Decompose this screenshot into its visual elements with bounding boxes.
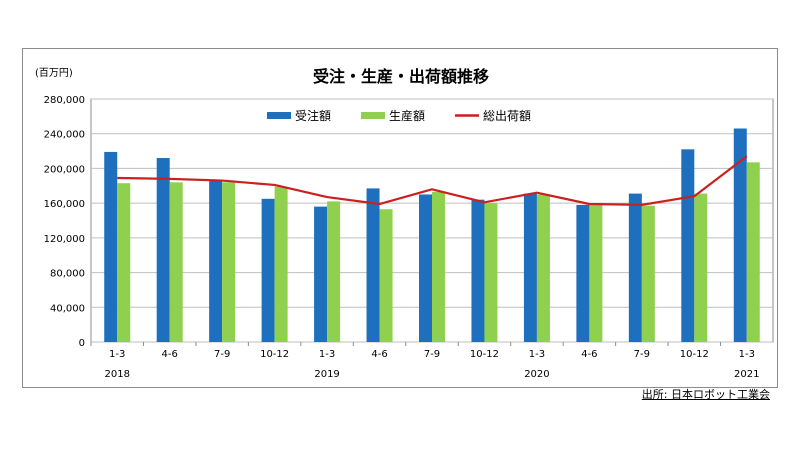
total-shipment-line xyxy=(117,155,748,206)
legend-label: 生産額 xyxy=(389,108,425,123)
y-tick-label: 120,000 xyxy=(44,234,85,245)
chart: 受注・生産・出荷額推移 (百万円) 0 40,000 80,000 120,000 16… xyxy=(35,67,774,380)
y-tick-label: 160,000 xyxy=(44,199,85,210)
x-axis-ticks: 1-3 4-6 7-9 10-12 1-3 4-6 7-9 10-12 1-3 4-6 7-9 10-… xyxy=(90,342,755,360)
order-bar xyxy=(156,158,170,342)
x-tick-label: 1-3 xyxy=(319,349,335,360)
production-bar xyxy=(379,209,393,342)
production-bar xyxy=(746,162,760,342)
production-bar xyxy=(117,183,131,342)
order-bar xyxy=(471,199,485,342)
year-label: 2021 xyxy=(734,369,759,380)
x-tick-label: 7-9 xyxy=(424,349,440,360)
total-shipment-polyline xyxy=(117,155,748,206)
x-tick-label: 10-12 xyxy=(470,349,499,360)
year-label: 2018 xyxy=(105,369,130,380)
production-bar xyxy=(484,203,498,342)
order-bar xyxy=(419,194,432,342)
year-label: 2020 xyxy=(524,369,549,380)
order-bar xyxy=(209,179,223,342)
production-bar xyxy=(641,205,655,342)
x-tick-label: 4-6 xyxy=(581,349,597,360)
order-bar xyxy=(733,128,747,342)
production-bar xyxy=(694,193,708,342)
y-tick-label: 240,000 xyxy=(44,130,85,141)
order-bar xyxy=(314,206,328,342)
x-tick-label: 10-12 xyxy=(680,349,709,360)
bars xyxy=(104,128,760,342)
x-tick-label: 1-3 xyxy=(739,349,755,360)
order-bar xyxy=(681,149,695,342)
legend-label: 受注額 xyxy=(295,108,331,123)
production-bar xyxy=(327,201,341,342)
year-labels: 2018 2019 2020 2021 xyxy=(105,369,760,380)
y-tick-label: 80,000 xyxy=(50,269,85,280)
order-bar xyxy=(104,151,118,342)
chart-frame: 受注・生産・出荷額推移 (百万円) 0 40,000 80,000 120,000 16… xyxy=(22,48,778,388)
chart-title: 受注・生産・出荷額推移 xyxy=(313,67,489,86)
legend-label: 総出荷額 xyxy=(483,109,531,123)
order-bar xyxy=(628,193,642,342)
x-tick-label: 10-12 xyxy=(260,349,289,360)
x-tick-label: 1-3 xyxy=(529,349,545,360)
production-bar xyxy=(274,186,288,342)
source-note: 出所: 日本ロボット工業会 xyxy=(641,388,770,401)
y-tick-label: 0 xyxy=(79,338,85,349)
production-bar xyxy=(432,191,445,342)
x-tick-label: 4-6 xyxy=(371,349,387,360)
legend-swatch xyxy=(267,112,291,119)
year-label: 2019 xyxy=(314,369,339,380)
legend-swatch xyxy=(361,112,385,119)
production-bar xyxy=(169,182,183,342)
y-tick-label: 280,000 xyxy=(44,95,85,106)
order-bar xyxy=(523,193,537,342)
x-tick-label: 7-9 xyxy=(214,349,230,360)
y-tick-label: 40,000 xyxy=(50,303,85,314)
order-bar xyxy=(261,198,275,342)
y-axis-unit: (百万円) xyxy=(35,67,73,79)
production-bar xyxy=(222,182,236,342)
production-bar xyxy=(589,204,603,342)
order-bar xyxy=(576,204,590,342)
y-tick-label: 200,000 xyxy=(44,164,85,175)
production-bar xyxy=(536,194,550,342)
order-bar xyxy=(366,188,380,342)
x-tick-label: 7-9 xyxy=(634,349,650,360)
x-tick-label: 4-6 xyxy=(162,349,178,360)
y-axis-ticks: 0 40,000 80,000 120,000 160,000 200,000 240,00… xyxy=(44,95,85,349)
x-tick-label: 1-3 xyxy=(109,349,125,360)
legend: 受注額 生産額 総出荷額 xyxy=(267,108,531,123)
